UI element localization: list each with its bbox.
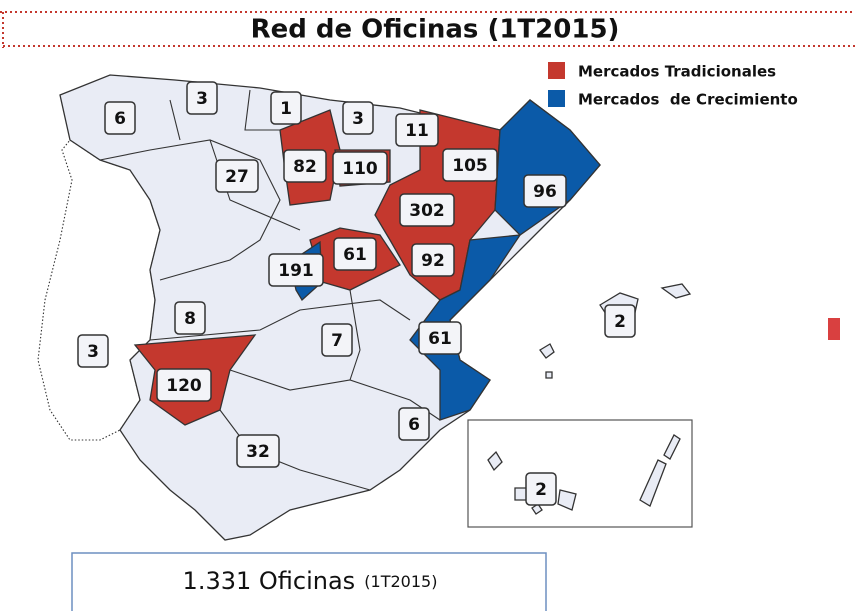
region-label: 120: [166, 376, 202, 396]
border: [244, 89, 280, 131]
border: [149, 299, 411, 341]
region-box: [398, 407, 430, 441]
legend-label: Mercados de Crecimiento: [578, 91, 798, 109]
region-box: [186, 81, 218, 115]
region-box: [333, 237, 377, 271]
region-label: 32: [246, 442, 270, 462]
region-label: 3: [352, 109, 364, 129]
region-label: 3: [196, 89, 208, 109]
region-box: [332, 151, 388, 185]
map: [37, 74, 693, 541]
marker: [828, 318, 840, 340]
border: [349, 289, 361, 381]
footer-total: 1.331 Oficinas: [183, 567, 356, 595]
region-box: [268, 253, 324, 287]
footer-text: 1.331 Oficinas (1T2015): [183, 567, 438, 595]
region-box: [156, 368, 212, 402]
region-box: [104, 101, 136, 135]
region-box: [270, 91, 302, 125]
region-box: [215, 159, 259, 193]
region-label: 2: [535, 480, 547, 500]
legend-swatch: [548, 90, 565, 107]
region-label: 110: [342, 159, 378, 179]
region-box: [395, 113, 439, 147]
region-label: 105: [452, 156, 488, 176]
region-label: 302: [409, 201, 445, 221]
region-label: 191: [278, 261, 314, 281]
border: [169, 99, 181, 141]
region-label: 6: [114, 109, 126, 129]
footer-box: [71, 552, 547, 611]
region-box: [342, 101, 374, 135]
region-label: 27: [225, 167, 249, 187]
region-label: 8: [184, 309, 196, 329]
legend-swatch: [548, 62, 565, 79]
region-label: 3: [87, 342, 99, 362]
title: Red de Oficinas (1T2015): [251, 15, 620, 45]
region-box: [321, 323, 353, 357]
region-label: 92: [421, 251, 445, 271]
region-label: 11: [405, 121, 429, 141]
region-box: [525, 472, 557, 506]
region-label: 61: [343, 245, 367, 265]
region-box: [236, 434, 280, 468]
region-box: [399, 193, 455, 227]
region-label: 61: [428, 329, 452, 349]
legend-label: Mercados Tradicionales: [578, 63, 776, 81]
region-box: [418, 321, 462, 355]
footer-period: (1T2015): [364, 572, 437, 591]
region-box: [442, 148, 498, 182]
region-box: [523, 174, 567, 208]
region-label: 6: [408, 415, 420, 435]
region-box: [77, 334, 109, 368]
islands: [539, 283, 692, 379]
region-box: [283, 149, 327, 183]
border: [209, 139, 301, 231]
region-box: [174, 301, 206, 335]
region-label: 82: [293, 157, 317, 177]
region-blue: [494, 99, 601, 236]
region-box: [604, 304, 636, 338]
region-box: [411, 243, 455, 277]
border: [99, 139, 281, 281]
region-label: 1: [280, 99, 292, 119]
region-label: 2: [614, 312, 626, 332]
region-label: 96: [533, 182, 557, 202]
region-label: 7: [331, 331, 343, 351]
